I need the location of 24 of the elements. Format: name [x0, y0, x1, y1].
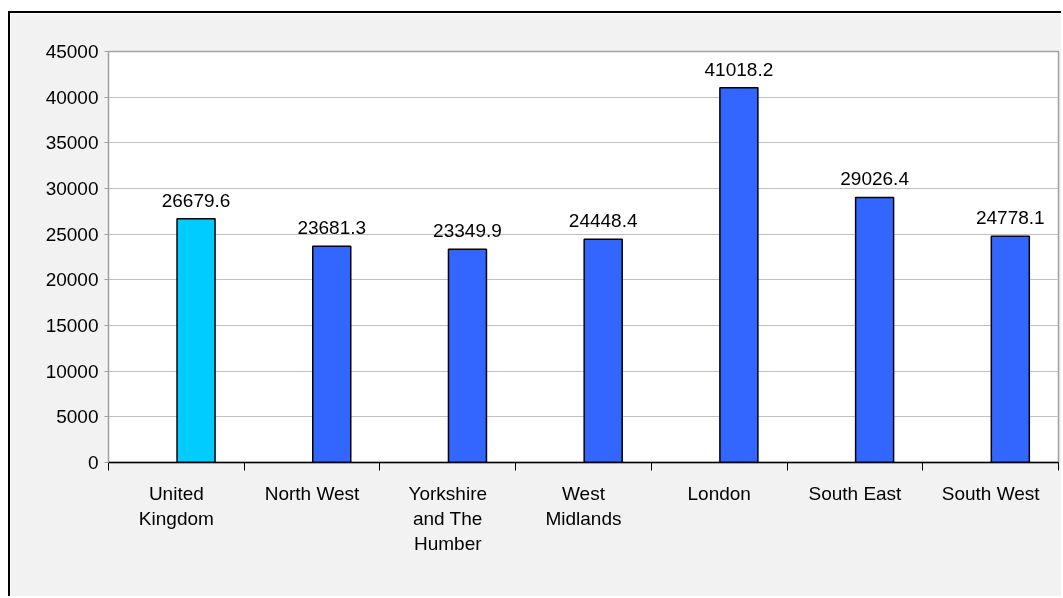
y-tick-label: 35000 — [45, 132, 99, 154]
y-tick-label: 10000 — [45, 360, 99, 382]
data-label: 23349.9 — [433, 220, 502, 242]
data-label: 41018.2 — [704, 58, 774, 80]
y-tick-label: 20000 — [45, 269, 99, 291]
x-tick-label: West Midlands — [545, 482, 622, 529]
y-tick-label: 45000 — [45, 41, 99, 62]
data-label: 23681.3 — [297, 217, 367, 239]
y-tick-label: 40000 — [45, 86, 99, 108]
x-tick-label: United Kingdom — [138, 482, 214, 529]
y-tick-label: 0 — [87, 452, 99, 473]
data-label: 24448.4 — [568, 210, 638, 232]
y-tick-label: 15000 — [45, 315, 99, 336]
data-label: 29026.4 — [840, 168, 910, 190]
data-label: 24778.1 — [975, 207, 1045, 229]
x-tick-label: London — [687, 482, 751, 504]
y-tick-label: 5000 — [56, 406, 99, 428]
y-tick-label: 30000 — [45, 178, 99, 199]
x-tick-label: Yorkshire and The Humber — [408, 482, 488, 554]
x-tick-label: South West — [941, 482, 1041, 504]
data-label: 26679.6 — [161, 189, 231, 211]
x-tick-label: South East — [808, 482, 903, 504]
y-tick-label: 25000 — [45, 223, 99, 245]
x-tick-label: North West — [264, 482, 361, 504]
